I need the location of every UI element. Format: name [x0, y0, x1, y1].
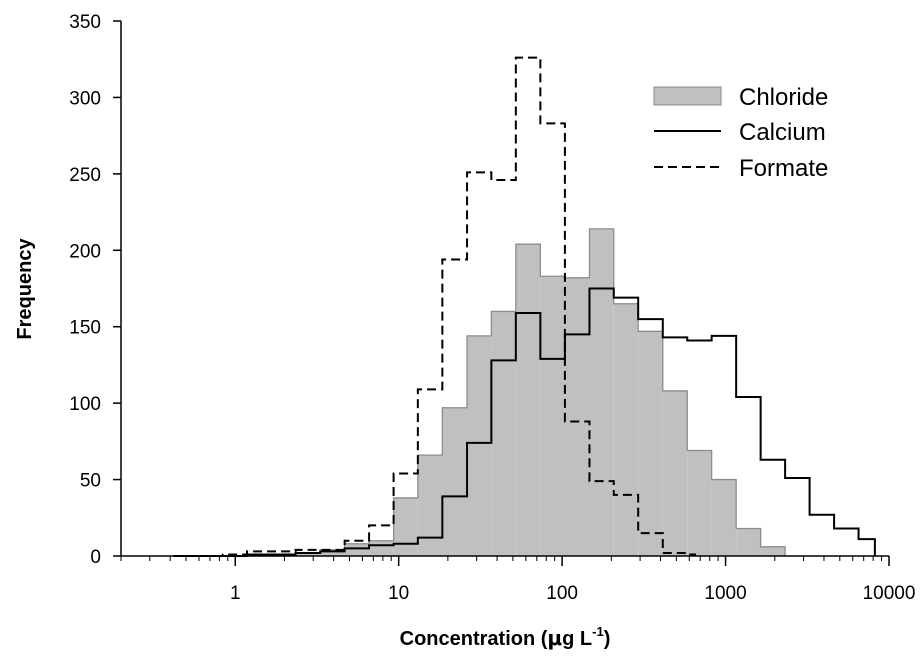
legend-label-chloride: Chloride	[739, 84, 828, 111]
legend-label-calcium: Calcium	[739, 119, 826, 146]
chloride-bar	[613, 303, 639, 556]
chloride-bar	[320, 549, 345, 556]
y-tick-label: 350	[69, 12, 101, 33]
axis-ticks: 0 50 100 150 200 250 300 350 1 10 100 1000 10000	[69, 12, 915, 604]
chloride-bar	[442, 407, 468, 556]
calcium-line	[173, 287, 876, 557]
y-tick-label: 100	[69, 394, 101, 415]
chloride-bar	[295, 552, 321, 556]
x-axis-title-main: Concentration (	[400, 628, 548, 650]
legend-label-formate: Formate	[739, 155, 828, 182]
plot-area	[173, 56, 876, 557]
chloride-bar	[344, 543, 370, 556]
x-axis-title-mu: μ	[547, 626, 562, 650]
chloride-bar	[369, 540, 394, 556]
chloride-bar	[564, 277, 590, 556]
chloride-bar	[760, 546, 786, 556]
y-tick-label: 0	[90, 547, 101, 568]
chloride-bar	[711, 479, 737, 556]
legend-swatch-chloride	[653, 86, 722, 106]
y-axis-title: Frequency	[14, 238, 36, 340]
chloride-bar	[491, 311, 516, 556]
x-tick-label: 10	[388, 583, 409, 604]
axes	[120, 21, 889, 557]
x-axis-title-close: )	[604, 628, 611, 650]
x-axis-title: Concentration (μg L-1)	[400, 624, 611, 650]
y-tick-label: 250	[69, 165, 101, 186]
chloride-bar	[687, 450, 712, 556]
formate-line	[173, 56, 696, 557]
chloride-bar	[662, 390, 688, 556]
chloride-bar	[540, 276, 565, 556]
chloride-bar	[736, 528, 761, 556]
chloride-bar	[467, 335, 492, 556]
legend: Chloride Calcium Formate	[653, 84, 828, 182]
y-tick-label: 200	[69, 241, 101, 262]
chloride-bar	[515, 244, 541, 556]
chloride-bar	[393, 497, 418, 556]
y-tick-label: 150	[69, 318, 101, 339]
chloride-bar	[589, 228, 614, 556]
y-tick-label: 50	[80, 471, 101, 492]
x-tick-label: 10000	[863, 583, 916, 604]
x-axis-title-unit: g L	[562, 628, 592, 650]
chloride-bar	[417, 455, 443, 556]
x-tick-label: 100	[546, 583, 578, 604]
chloride-bar	[638, 331, 663, 556]
x-tick-label: 1000	[704, 583, 746, 604]
x-tick-label: 1	[230, 583, 241, 604]
x-axis-title-superscript: -1	[592, 624, 604, 639]
y-tick-label: 300	[69, 88, 101, 109]
